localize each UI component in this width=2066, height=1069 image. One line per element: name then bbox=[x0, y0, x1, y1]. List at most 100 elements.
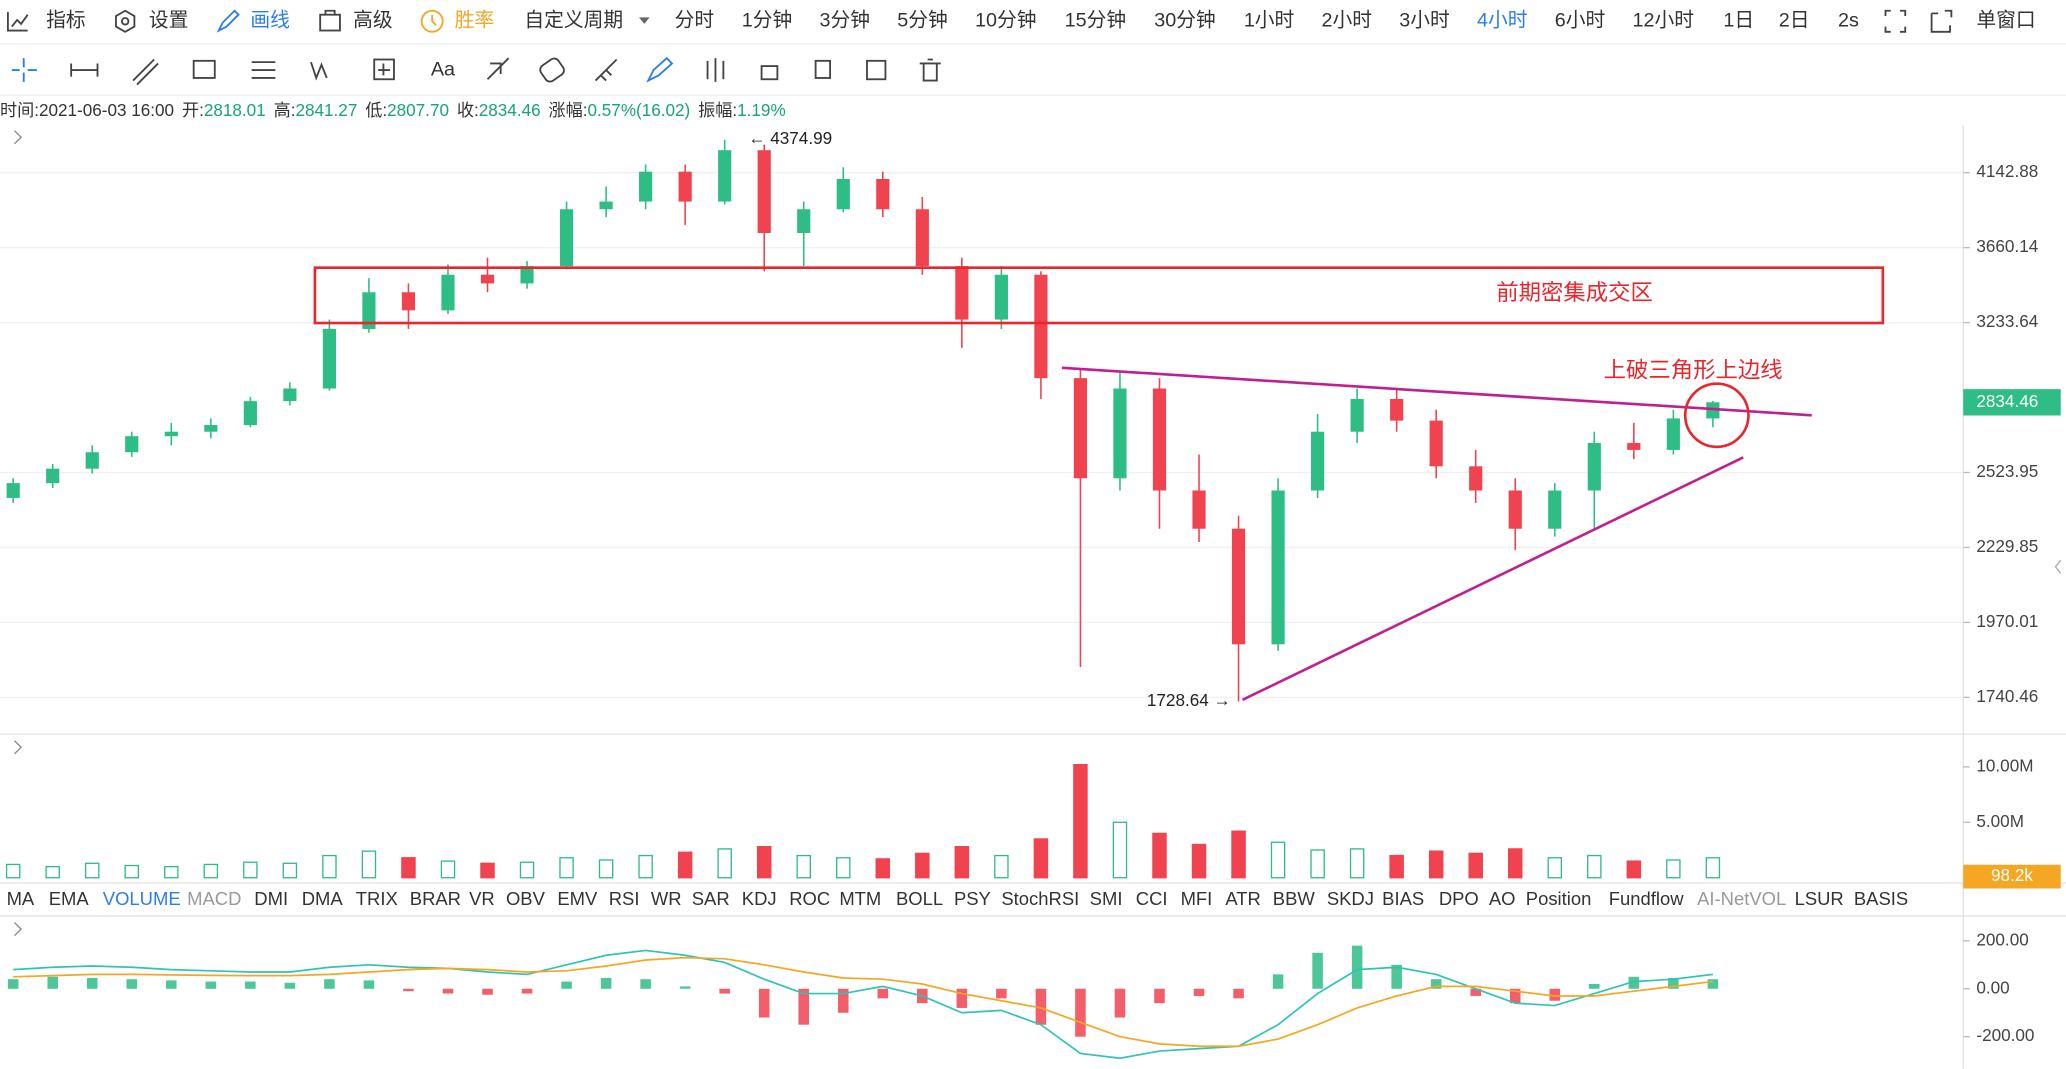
crosshair-tool[interactable] bbox=[11, 58, 37, 82]
indicator-tab[interactable]: SMI bbox=[1090, 888, 1123, 909]
indicator-tab[interactable]: TRIX bbox=[356, 888, 398, 909]
copy-tool[interactable] bbox=[814, 59, 832, 79]
indicator-tab[interactable]: KDJ bbox=[742, 888, 777, 909]
wave-tool[interactable] bbox=[310, 61, 328, 81]
period-tab[interactable]: 3分钟 bbox=[820, 10, 870, 32]
indicator-tab[interactable]: RSI bbox=[609, 888, 640, 909]
indicator-tab[interactable]: CCI bbox=[1136, 888, 1168, 909]
indicator-tab[interactable]: ATR bbox=[1225, 888, 1261, 909]
hline-tool[interactable] bbox=[70, 63, 99, 77]
info-label: 振幅: bbox=[698, 100, 737, 119]
macd-bar bbox=[956, 988, 968, 1008]
window-menu[interactable]: 单窗口 bbox=[1976, 10, 2035, 32]
indicator-tab[interactable]: PSY bbox=[954, 888, 991, 909]
edit-tool[interactable] bbox=[866, 59, 887, 81]
candle-body bbox=[836, 179, 850, 210]
period-tab[interactable]: 10分钟 bbox=[975, 10, 1036, 32]
period-tab[interactable]: 2小时 bbox=[1322, 10, 1372, 32]
popout-icon[interactable] bbox=[1930, 9, 1953, 33]
period-tab[interactable]: 1日 bbox=[1723, 10, 1754, 32]
dropdown-caret[interactable] bbox=[639, 17, 650, 24]
macd-bar bbox=[1668, 977, 1679, 989]
macd-bar bbox=[600, 977, 612, 989]
pen-tool[interactable] bbox=[646, 56, 674, 83]
info-value: 1.19% bbox=[737, 100, 786, 119]
period-tab[interactable]: 30分钟 bbox=[1154, 10, 1215, 32]
indicator-tab[interactable]: BOLL bbox=[896, 888, 943, 909]
indicator-tab[interactable]: DMI bbox=[254, 888, 288, 909]
candle-body bbox=[678, 171, 692, 202]
period-tab[interactable]: 4小时 bbox=[1477, 10, 1527, 32]
volume-bar bbox=[1073, 764, 1088, 879]
menu-item[interactable]: 指标 bbox=[46, 10, 86, 32]
indicator-tab[interactable]: StochRSI bbox=[1001, 888, 1079, 909]
indicator-tab[interactable]: BRAR bbox=[410, 888, 461, 909]
measure-tool[interactable] bbox=[373, 58, 395, 81]
period-tab[interactable]: 5分钟 bbox=[897, 10, 947, 32]
indicator-tab[interactable]: VR bbox=[469, 888, 495, 909]
macd-bar bbox=[1312, 952, 1323, 989]
indicator-tab[interactable]: EMV bbox=[557, 888, 598, 909]
period-tab[interactable]: 3小时 bbox=[1399, 10, 1449, 32]
menu-item[interactable]: 设置 bbox=[149, 10, 189, 32]
indicator-tab[interactable]: Position bbox=[1526, 888, 1592, 909]
menu-item[interactable]: 高级 bbox=[353, 10, 393, 32]
macd-bar bbox=[1351, 945, 1363, 989]
ruler-tool[interactable] bbox=[594, 58, 618, 82]
indicator-icon[interactable] bbox=[6, 12, 29, 32]
candle-body bbox=[1231, 528, 1246, 645]
magnet-tool[interactable] bbox=[486, 57, 510, 80]
advanced-icon[interactable] bbox=[319, 13, 341, 32]
trend-tool[interactable] bbox=[132, 58, 159, 86]
indicator-tab[interactable]: BIAS bbox=[1382, 888, 1424, 909]
volume-bar bbox=[164, 865, 179, 879]
indicator-tab[interactable]: Fundflow bbox=[1609, 888, 1684, 909]
indicator-tab[interactable]: MA bbox=[7, 888, 35, 909]
volume-bar bbox=[1587, 854, 1602, 879]
indicator-tab[interactable]: ROC bbox=[789, 888, 830, 909]
winrate-icon[interactable] bbox=[420, 9, 444, 33]
menu-item[interactable]: 画线 bbox=[250, 10, 290, 32]
text-tool[interactable]: Aa bbox=[431, 58, 455, 80]
period-tab[interactable]: 15分钟 bbox=[1065, 10, 1126, 32]
indicator-tab[interactable]: MTM bbox=[839, 888, 881, 909]
indicator-tab[interactable]: MFI bbox=[1181, 888, 1213, 909]
period-tab[interactable]: 分时 bbox=[675, 10, 715, 32]
side-handle[interactable] bbox=[2054, 559, 2062, 574]
indicator-tab[interactable]: SAR bbox=[692, 888, 730, 909]
fib-tool[interactable] bbox=[251, 61, 276, 79]
menu-item[interactable]: 自定义周期 bbox=[524, 10, 623, 32]
period-tab[interactable]: 2s bbox=[1838, 10, 1859, 32]
rect-tool[interactable] bbox=[192, 59, 216, 79]
menu-item[interactable]: 胜率 bbox=[455, 10, 495, 32]
macd-bar bbox=[1075, 988, 1086, 1037]
indicator-tab[interactable]: BASIS bbox=[1854, 888, 1908, 909]
indicator-tab[interactable]: EMA bbox=[49, 888, 90, 909]
collapse-chevrons[interactable] bbox=[14, 130, 23, 937]
macd-bar bbox=[403, 988, 414, 992]
indicator-tab[interactable]: LSUR bbox=[1795, 888, 1844, 909]
indicator-tab[interactable]: DMA bbox=[302, 888, 344, 909]
period-tab[interactable]: 2日 bbox=[1779, 10, 1810, 32]
indicator-tab[interactable]: DPO bbox=[1439, 888, 1479, 909]
delete-tool[interactable] bbox=[919, 58, 941, 82]
indicator-tab[interactable]: WR bbox=[651, 888, 682, 909]
period-tab[interactable]: 1小时 bbox=[1244, 10, 1294, 32]
indicator-tab[interactable]: AO bbox=[1489, 888, 1516, 909]
period-tab[interactable]: 1分钟 bbox=[742, 10, 792, 32]
indicator-tab[interactable]: SKDJ bbox=[1327, 888, 1374, 909]
indicator-tab[interactable]: VOLUME bbox=[103, 888, 181, 909]
indicator-tab[interactable]: BBW bbox=[1273, 888, 1316, 909]
period-tab[interactable]: 12小时 bbox=[1633, 10, 1694, 32]
draw-icon[interactable] bbox=[216, 9, 240, 33]
settings-icon[interactable] bbox=[115, 9, 136, 33]
indicator-tab[interactable]: MACD bbox=[187, 888, 241, 909]
candle-tool[interactable] bbox=[706, 58, 725, 82]
indicator-tab[interactable]: OBV bbox=[506, 888, 546, 909]
lock-tool[interactable] bbox=[760, 65, 779, 81]
fullscreen-icon[interactable] bbox=[1884, 9, 1907, 33]
eraser-tool[interactable] bbox=[538, 56, 566, 83]
candle-body bbox=[1508, 490, 1522, 529]
period-tab[interactable]: 6小时 bbox=[1555, 10, 1605, 32]
indicator-tab[interactable]: AI-NetVOL bbox=[1697, 888, 1786, 909]
